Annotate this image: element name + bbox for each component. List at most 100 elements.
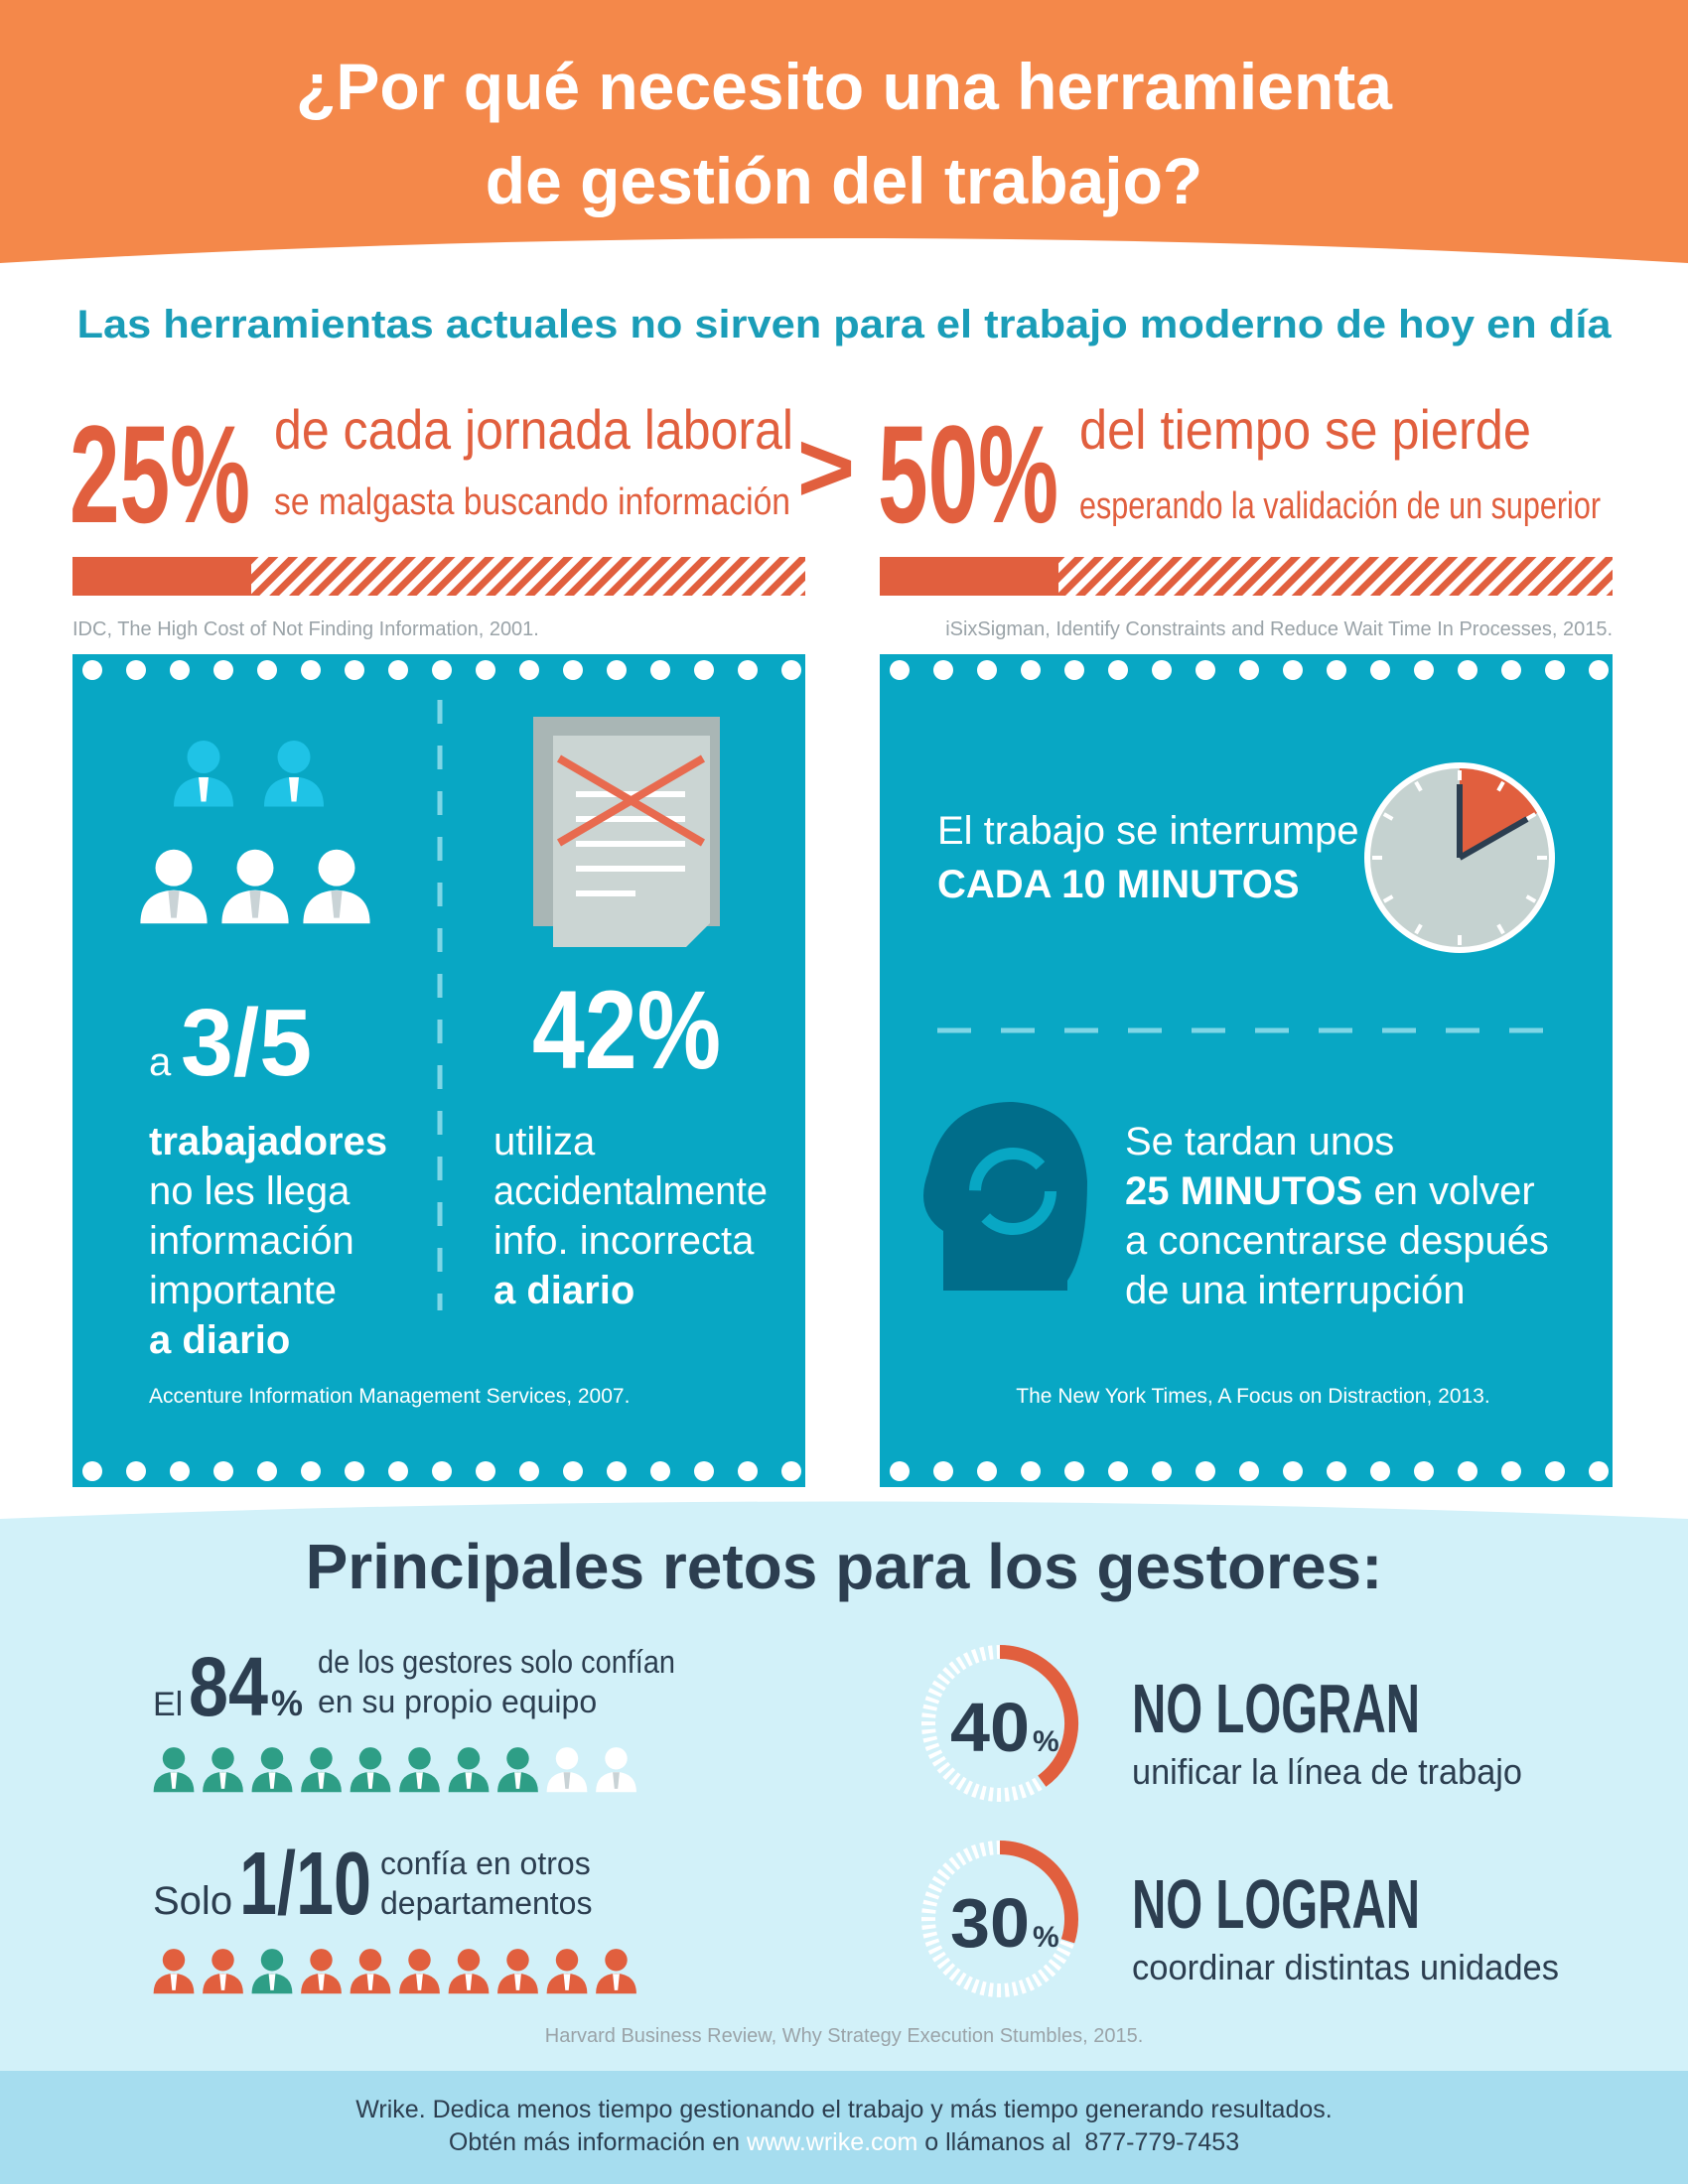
person-head — [162, 1949, 186, 1972]
stat-figure: 50% — [878, 396, 1058, 552]
person-icon — [251, 1747, 293, 1793]
scallop — [1196, 1461, 1215, 1481]
scallop — [170, 1461, 190, 1481]
person-tie — [416, 1772, 423, 1789]
scallop — [257, 1461, 277, 1481]
scallop — [694, 1461, 714, 1481]
scallop — [476, 660, 495, 680]
panel-text: utiliza — [493, 1120, 596, 1163]
panel-text: a concentrarse después — [1125, 1219, 1549, 1263]
person-icon — [448, 1747, 490, 1793]
stat-detail: esperando la validación de un superior — [1079, 485, 1601, 527]
stat-headline: del tiempo se pierde — [1079, 398, 1531, 461]
stat-bar — [72, 557, 251, 596]
ring-unit: % — [1033, 1921, 1059, 1954]
ring-label: 40 — [950, 1689, 1030, 1766]
stat-figure: 25% — [70, 396, 250, 552]
head-icon — [923, 1102, 1087, 1291]
panel-text: no les llega — [149, 1169, 351, 1213]
footer-text: Wrike. Dedica menos tiempo gestionando e… — [355, 2096, 1332, 2123]
panel-text: de una interrupción — [1125, 1269, 1465, 1312]
title-line: de gestión del trabajo? — [486, 144, 1202, 217]
subtitle: Las herramientas actuales no sirven para… — [77, 303, 1613, 346]
scallop — [890, 660, 910, 680]
scallop — [345, 660, 364, 680]
clock-tick — [1414, 923, 1423, 935]
person-head — [605, 1949, 628, 1972]
person-icon — [301, 1949, 342, 1994]
scallop — [781, 1461, 801, 1481]
scallop — [1501, 660, 1521, 680]
person-head — [260, 1949, 284, 1972]
scallop — [432, 1461, 452, 1481]
source: IDC, The High Cost of Not Finding Inform… — [72, 618, 539, 640]
person-icon — [596, 1949, 636, 1994]
person-head — [408, 1949, 431, 1972]
scallop — [890, 1461, 910, 1481]
person-head — [555, 1747, 579, 1770]
scallop — [1589, 660, 1609, 680]
scallop — [388, 1461, 408, 1481]
scallop — [301, 1461, 321, 1481]
ring-detail: coordinar distintas unidades — [1132, 1947, 1559, 1987]
person-icon — [153, 1949, 195, 1994]
footer-link[interactable]: www.wrike.com — [746, 2128, 917, 2156]
clock-icon — [1364, 762, 1555, 953]
person-tie — [465, 1772, 473, 1789]
scallop — [476, 1461, 495, 1481]
person-tie — [514, 1772, 521, 1789]
person-head — [187, 741, 220, 773]
panel-text: información — [149, 1219, 354, 1263]
scallop — [1501, 1461, 1521, 1481]
title-line: ¿Por qué necesito una herramienta — [296, 50, 1393, 123]
clock-tick — [1496, 780, 1505, 792]
scallop — [388, 660, 408, 680]
scallop — [519, 1461, 539, 1481]
panel-emphasis: 25 MINUTOS — [1125, 1169, 1362, 1213]
scallop — [1414, 1461, 1434, 1481]
scallop — [1152, 660, 1172, 680]
person-icon — [350, 1747, 391, 1793]
person-icon — [448, 1949, 490, 1994]
person-tie — [219, 1974, 226, 1990]
trust-text: de los gestores solo confían — [318, 1644, 675, 1680]
scallop — [257, 660, 277, 680]
scallop — [1458, 1461, 1477, 1481]
scallop — [563, 660, 583, 680]
clock-tick — [1414, 780, 1423, 792]
person-head — [211, 1747, 234, 1770]
person-tie — [318, 1772, 325, 1789]
footer-text: Obtén más información en — [449, 2128, 747, 2156]
scallop — [1545, 1461, 1565, 1481]
scallop — [213, 660, 233, 680]
big-figure: 3/5 — [181, 990, 312, 1096]
panel-text: importante — [149, 1269, 337, 1312]
panel-text: en volver — [1362, 1169, 1534, 1213]
ring-headline: NO LOGRAN — [1132, 1670, 1420, 1747]
scallop — [563, 1461, 583, 1481]
person-icon — [264, 741, 324, 807]
clock-tick — [1496, 923, 1505, 935]
person-icon — [303, 849, 370, 924]
unit: % — [271, 1683, 303, 1723]
trust-text: en su propio equipo — [318, 1684, 597, 1719]
person-icon — [153, 1747, 195, 1793]
footer-band — [0, 2071, 1688, 2184]
person-icon — [203, 1747, 243, 1793]
scallop — [1370, 1461, 1390, 1481]
person-tie — [366, 1974, 374, 1990]
person-head — [506, 1747, 529, 1770]
icon-rows — [153, 1747, 636, 1994]
person-icon — [399, 1747, 440, 1793]
separator: > — [797, 412, 855, 523]
person-tie — [563, 1772, 571, 1789]
scallop — [1283, 660, 1303, 680]
person-icon — [350, 1949, 391, 1994]
scallop — [1283, 1461, 1303, 1481]
scallop — [1589, 1461, 1609, 1481]
person-head — [277, 741, 311, 773]
ring-unit: % — [1033, 1725, 1059, 1758]
scallop — [1545, 660, 1565, 680]
source: iSixSigman, Identify Constraints and Red… — [945, 618, 1613, 640]
person-icon — [596, 1747, 636, 1793]
